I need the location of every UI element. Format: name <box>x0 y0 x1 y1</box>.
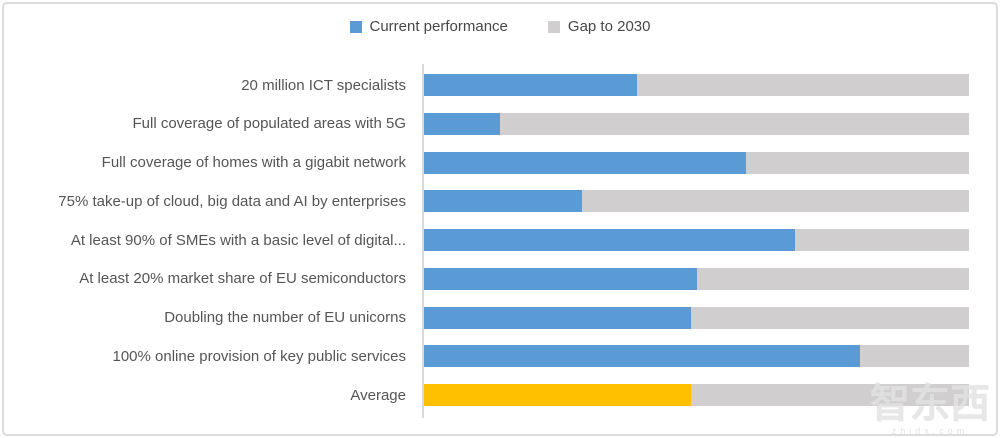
category-label: 100% online provision of key public serv… <box>112 347 407 365</box>
chart-row: At least 90% of SMEs with a basic level … <box>8 229 969 251</box>
chart-row: At least 20% market share of EU semicond… <box>8 267 969 290</box>
bar-current-segment <box>424 112 501 135</box>
category-label: At least 20% market share of EU semicond… <box>79 270 406 288</box>
chart-row: Doubling the number of EU unicorns <box>8 306 969 329</box>
bar-gap-segment <box>424 267 969 290</box>
chart-row: 20 million ICT specialists <box>8 74 969 96</box>
category-label: Average <box>350 386 406 404</box>
bar-gap-segment <box>424 229 969 251</box>
legend-item-gap-to-2030: Gap to 2030 <box>547 18 651 35</box>
bar-current-segment <box>424 151 746 174</box>
legend-label-current-performance: Current performance <box>369 18 508 35</box>
bar-gap-segment <box>424 345 969 368</box>
legend-swatch-gap-to-2030-icon <box>547 20 560 33</box>
category-axis-line <box>422 64 424 418</box>
bar-current-segment <box>424 229 795 251</box>
bar-current-segment <box>424 345 860 368</box>
category-label: At least 90% of SMEs with a basic level … <box>70 231 406 249</box>
category-label: 75% take-up of cloud, big data and AI by… <box>58 192 406 210</box>
bar-gap-segment <box>424 384 969 406</box>
chart-row: Full coverage of homes with a gigabit ne… <box>8 151 969 174</box>
category-label: Full coverage of populated areas with 5G <box>132 115 407 133</box>
legend-item-current-performance: Current performance <box>349 18 508 35</box>
category-label: Doubling the number of EU unicorns <box>164 309 406 326</box>
category-label: Full coverage of homes with a gigabit ne… <box>101 154 406 171</box>
bar-current-segment <box>424 190 583 213</box>
bar-gap-segment <box>424 74 969 96</box>
chart-legend: Current performance Gap to 2030 <box>0 18 1000 35</box>
chart-row: 75% take-up of cloud, big data and AI by… <box>8 190 969 213</box>
bar-gap-segment <box>424 190 969 213</box>
category-label: 20 million ICT specialists <box>241 76 406 94</box>
bar-gap-segment <box>424 306 969 329</box>
bar-current-segment <box>424 384 692 406</box>
legend-label-gap-to-2030: Gap to 2030 <box>567 18 651 35</box>
plot-area: 20 million ICT specialists Full coverage … <box>8 64 969 418</box>
chart-row: Full coverage of populated areas with 5G <box>8 112 969 135</box>
bar-current-segment <box>424 267 697 290</box>
chart-row: 100% online provision of key public serv… <box>8 345 969 368</box>
legend-swatch-current-performance-icon <box>349 20 362 33</box>
bar-current-segment <box>424 306 692 329</box>
chart-row: Average <box>8 384 969 406</box>
bar-gap-segment <box>424 112 969 135</box>
bar-current-segment <box>424 74 637 96</box>
bar-gap-segment <box>424 151 969 174</box>
